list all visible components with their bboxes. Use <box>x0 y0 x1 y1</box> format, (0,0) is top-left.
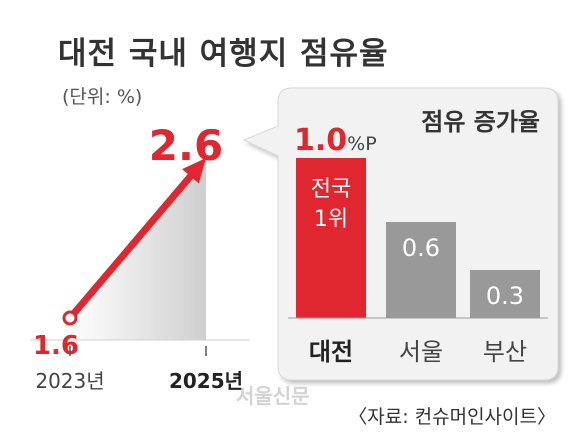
bar-category-label: 서울 <box>399 338 443 366</box>
line-chart: 1.6 2.6 2023년 2025년 <box>30 121 250 393</box>
x-tick-label: 2025년 <box>169 369 243 393</box>
source-note: 〈자료: 컨슈머인사이트〉 <box>348 406 556 428</box>
line-series <box>66 172 194 322</box>
x-tick-label: 2023년 <box>35 369 104 393</box>
bar-seoul <box>386 222 456 318</box>
bar-note-line: 전국 <box>311 177 351 202</box>
line-area <box>70 158 206 340</box>
line-value-label-end: 2.6 <box>149 121 223 170</box>
unit-label: (단위: %) <box>62 86 143 108</box>
bar-value-label-busan: 0.3 <box>486 282 524 310</box>
bar-category-label: 부산 <box>483 338 527 366</box>
line-value-label-start: 1.6 <box>33 331 79 361</box>
bar-chart-title: 점유 증가율 <box>421 108 540 136</box>
arrowhead-icon <box>182 158 206 184</box>
bar-value-number: 1.0 <box>294 123 347 158</box>
bar-value-label-daejeon: 1.0%P <box>294 123 377 158</box>
bar-note-line: 1위 <box>314 207 348 232</box>
callout-box: 점유 증가율 1.0%P 전국 1위 0.6 0.3 대전 서울 부산 <box>242 87 559 381</box>
watermark-logo: 서울신문 <box>236 384 310 408</box>
bar-daejeon <box>296 158 366 318</box>
bar-value-unit: %P <box>347 133 377 155</box>
bar-category-label: 대전 <box>309 338 353 366</box>
line-point-start <box>62 310 78 326</box>
bar-busan <box>470 270 540 318</box>
bar-value-label-seoul: 0.6 <box>402 234 440 262</box>
chart-title: 대전 국내 여행지 점유율 <box>58 36 389 72</box>
